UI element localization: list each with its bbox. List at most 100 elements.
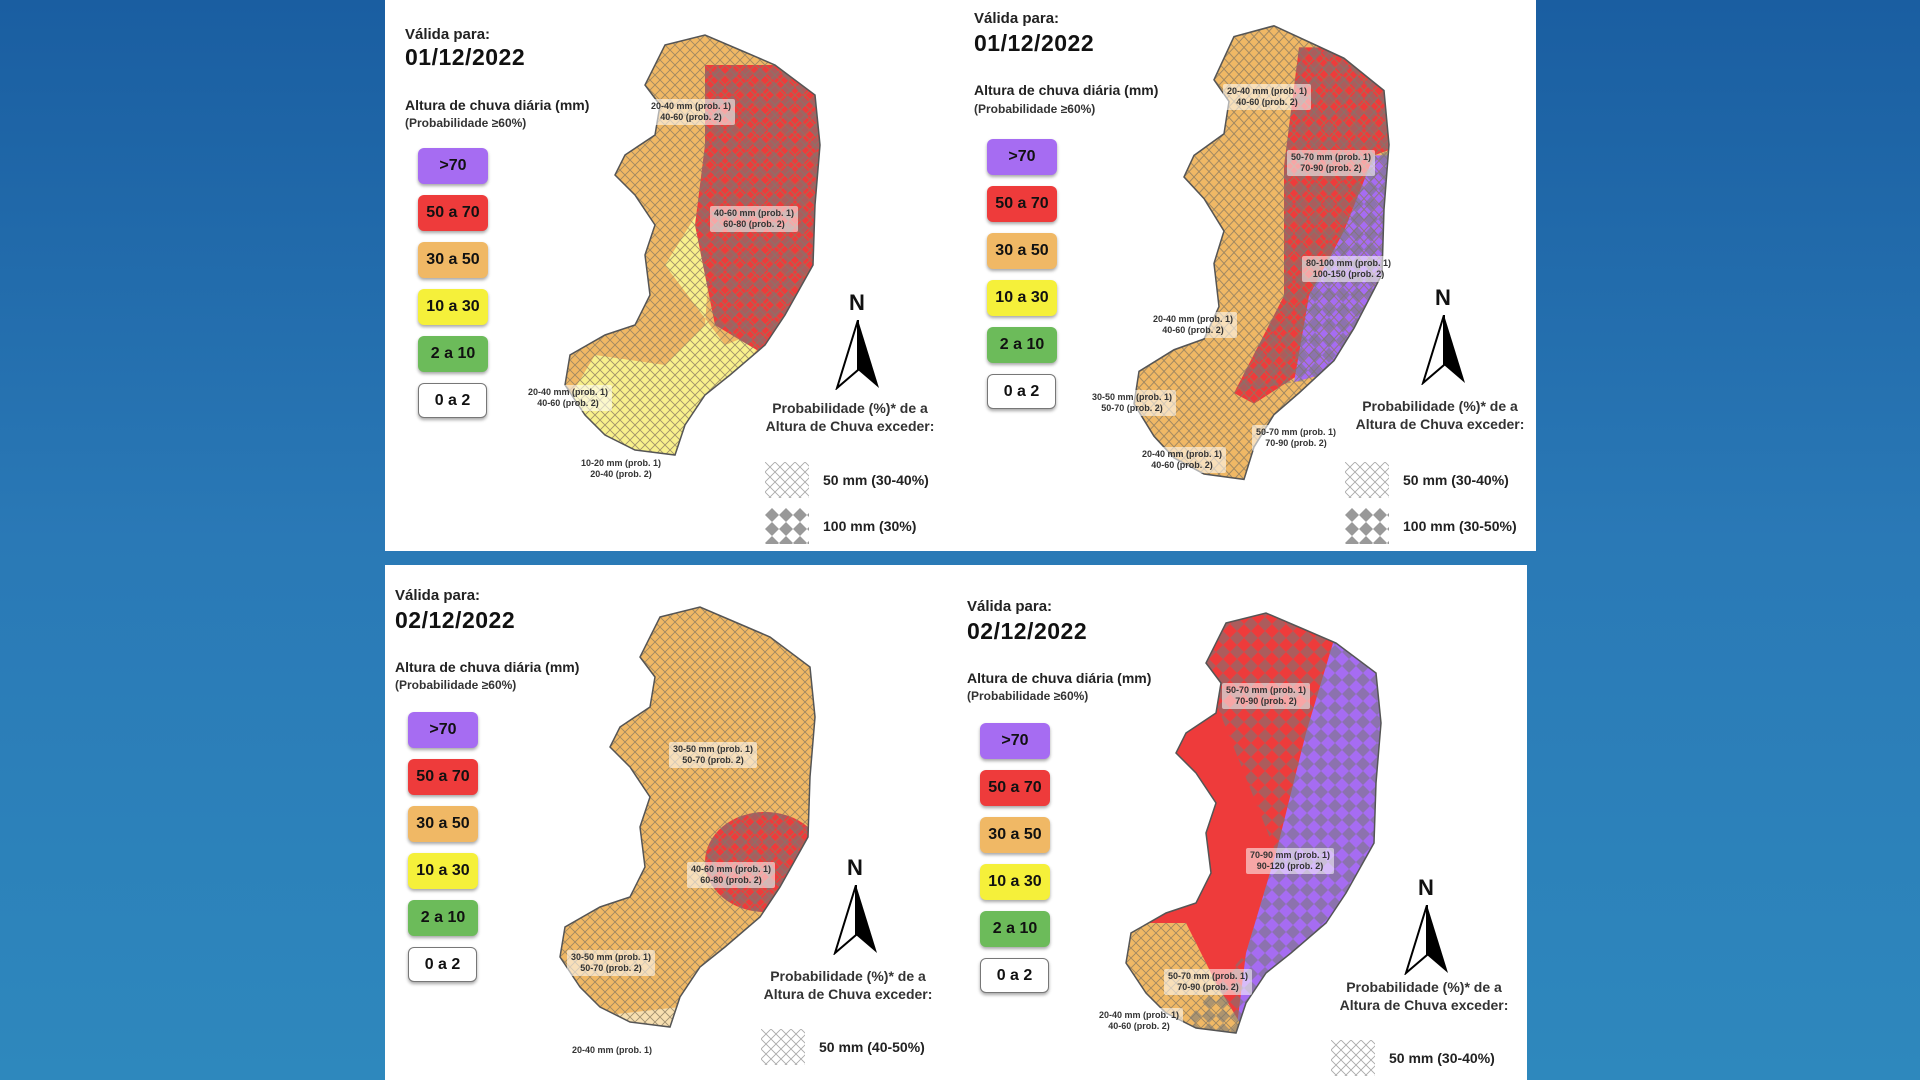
legend-item-gt70: >70 <box>980 723 1050 759</box>
legend-title: Altura de chuva diária (mm) <box>974 82 1159 98</box>
map-label: 50-70 mm (prob. 1) 70-90 (prob. 2) <box>1222 683 1311 709</box>
map-panel-1: Válida para: 01/12/2022 Altura de chuva … <box>385 0 959 551</box>
crosshatch-swatch-icon <box>761 1029 805 1065</box>
north-label: N <box>1418 875 1434 900</box>
map-label: 20-40 mm (prob. 1) 40-60 (prob. 2) <box>1149 312 1238 338</box>
map-panel-2: Válida para: 01/12/2022 Altura de chuva … <box>959 0 1536 551</box>
hatch-legend-1: 50 mm (40-50%) <box>761 1029 925 1065</box>
legend-item-50-70: 50 a 70 <box>987 186 1057 222</box>
legend-item-30-50: 30 a 50 <box>408 806 478 842</box>
legend-item-gt70: >70 <box>418 148 488 184</box>
hatch-legend-1-label: 50 mm (30-40%) <box>1403 472 1509 488</box>
rain-legend: >70 50 a 70 30 a 50 10 a 30 2 a 10 0 a 2 <box>987 139 1059 420</box>
hatch-legend-1: 50 mm (30-40%) <box>765 462 929 498</box>
legend-item-50-70: 50 a 70 <box>408 759 478 795</box>
diamond-swatch-icon <box>1345 508 1389 544</box>
map-label: 20-40 mm (prob. 1) <box>568 1043 657 1058</box>
valid-for-label: Válida para: <box>395 587 481 604</box>
legend-item-30-50: 30 a 50 <box>980 817 1050 853</box>
map-label: 20-40 mm (prob. 1) 40-60 (prob. 2) <box>1138 447 1227 473</box>
legend-item-2-10: 2 a 10 <box>408 900 478 936</box>
north-label: N <box>849 290 865 315</box>
north-arrow: N <box>1421 285 1467 390</box>
valid-date: 01/12/2022 <box>974 30 1095 56</box>
map-label: 20-40 mm (prob. 1) 40-60 (prob. 2) <box>1223 84 1312 110</box>
north-arrow-icon <box>1421 314 1465 387</box>
hatch-legend-1-label: 50 mm (40-50%) <box>819 1039 925 1055</box>
diamond-swatch-icon <box>765 508 809 544</box>
legend-title: Altura de chuva diária (mm) <box>395 659 580 675</box>
valid-date: 01/12/2022 <box>405 44 526 70</box>
map-label: 30-50 mm (prob. 1) 50-70 (prob. 2) <box>1088 390 1177 416</box>
map-label: 50-70 mm (prob. 1) 70-90 (prob. 2) <box>1287 150 1376 176</box>
map-label: 20-40 mm (prob. 1) 40-60 (prob. 2) <box>647 99 736 125</box>
hatch-legend-2-label: 100 mm (30%) <box>823 518 917 534</box>
hatch-legend-2-label: 100 mm (30-50%) <box>1403 518 1517 534</box>
probability-title: Probabilidade (%)* de a Altura de Chuva … <box>765 400 935 434</box>
north-arrow-icon <box>835 319 879 392</box>
legend-item-30-50: 30 a 50 <box>987 233 1057 269</box>
crosshatch-swatch-icon <box>1345 462 1389 498</box>
state-map <box>559 606 816 1028</box>
legend-item-50-70: 50 a 70 <box>418 195 488 231</box>
legend-item-10-30: 10 a 30 <box>418 289 488 325</box>
map-label: 10-20 mm (prob. 1) 20-40 (prob. 2) <box>577 456 666 482</box>
north-label: N <box>847 855 863 880</box>
legend-item-0-2: 0 a 2 <box>408 947 477 982</box>
hatch-legend-2: 100 mm (30%) <box>765 508 916 544</box>
map-panel-3: Válida para: 02/12/2022 Altura de chuva … <box>385 565 956 1080</box>
legend-item-30-50: 30 a 50 <box>418 242 488 278</box>
hatch-legend-1-label: 50 mm (30-40%) <box>1389 1050 1495 1066</box>
legend-item-10-30: 10 a 30 <box>980 864 1050 900</box>
map-label: 40-60 mm (prob. 1) 60-80 (prob. 2) <box>710 206 799 232</box>
hatch-legend-1: 50 mm (30-40%) <box>1331 1040 1495 1076</box>
hatch-legend-1: 50 mm (30-40%) <box>1345 462 1509 498</box>
north-arrow-icon <box>833 884 877 957</box>
valid-for-label: Válida para: <box>967 598 1053 615</box>
map-label: 50-70 mm (prob. 1) 70-90 (prob. 2) <box>1164 969 1253 995</box>
probability-title: Probabilidade (%)* de a Altura de Chuva … <box>763 968 933 1002</box>
legend-item-0-2: 0 a 2 <box>980 958 1049 993</box>
state-map <box>1133 24 1390 481</box>
map-label: 70-90 mm (prob. 1) 90-120 (prob. 2) <box>1246 848 1335 874</box>
map-label: 50-70 mm (prob. 1) 70-90 (prob. 2) <box>1252 425 1341 451</box>
legend-item-0-2: 0 a 2 <box>987 374 1056 409</box>
map-label: 20-40 mm (prob. 1) 40-60 (prob. 2) <box>1095 1008 1184 1034</box>
crosshatch-swatch-icon <box>1331 1040 1375 1076</box>
hatch-legend-2: 100 mm (30-50%) <box>1345 508 1517 544</box>
legend-item-2-10: 2 a 10 <box>418 336 488 372</box>
legend-item-2-10: 2 a 10 <box>987 327 1057 363</box>
rain-legend: >70 50 a 70 30 a 50 10 a 30 2 a 10 0 a 2 <box>418 148 490 429</box>
map-label: 30-50 mm (prob. 1) 50-70 (prob. 2) <box>567 950 656 976</box>
legend-title: Altura de chuva diária (mm) <box>967 670 1152 686</box>
valid-date: 02/12/2022 <box>395 607 516 633</box>
legend-item-50-70: 50 a 70 <box>980 770 1050 806</box>
legend-subtitle: (Probabilidade ≥60%) <box>974 102 1096 116</box>
legend-title: Altura de chuva diária (mm) <box>405 97 590 113</box>
map-label: 40-60 mm (prob. 1) 60-80 (prob. 2) <box>687 862 776 888</box>
probability-title: Probabilidade (%)* de a Altura de Chuva … <box>1355 398 1525 432</box>
legend-item-0-2: 0 a 2 <box>418 383 487 418</box>
legend-item-gt70: >70 <box>987 139 1057 175</box>
north-arrow: N <box>1404 875 1450 980</box>
legend-subtitle: (Probabilidade ≥60%) <box>405 116 527 130</box>
legend-item-gt70: >70 <box>408 712 478 748</box>
valid-for-label: Válida para: <box>405 26 491 43</box>
valid-date: 02/12/2022 <box>967 618 1088 644</box>
map-panel-4: Válida para: 02/12/2022 Altura de chuva … <box>956 565 1527 1080</box>
probability-title: Probabilidade (%)* de a Altura de Chuva … <box>1339 979 1509 1013</box>
hatch-legend-1-label: 50 mm (30-40%) <box>823 472 929 488</box>
north-arrow: N <box>835 290 881 395</box>
legend-item-10-30: 10 a 30 <box>987 280 1057 316</box>
map-label: 20-40 mm (prob. 1) 40-60 (prob. 2) <box>524 385 613 411</box>
rain-legend: >70 50 a 70 30 a 50 10 a 30 2 a 10 0 a 2 <box>408 712 480 993</box>
legend-subtitle: (Probabilidade ≥60%) <box>395 678 517 692</box>
north-arrow-icon <box>1404 904 1448 977</box>
crosshatch-swatch-icon <box>765 462 809 498</box>
map-label: 80-100 mm (prob. 1) 100-150 (prob. 2) <box>1302 256 1396 282</box>
valid-for-label: Válida para: <box>974 10 1060 27</box>
legend-item-2-10: 2 a 10 <box>980 911 1050 947</box>
legend-subtitle: (Probabilidade ≥60%) <box>967 689 1089 703</box>
legend-item-10-30: 10 a 30 <box>408 853 478 889</box>
map-label: 30-50 mm (prob. 1) 50-70 (prob. 2) <box>669 742 758 768</box>
